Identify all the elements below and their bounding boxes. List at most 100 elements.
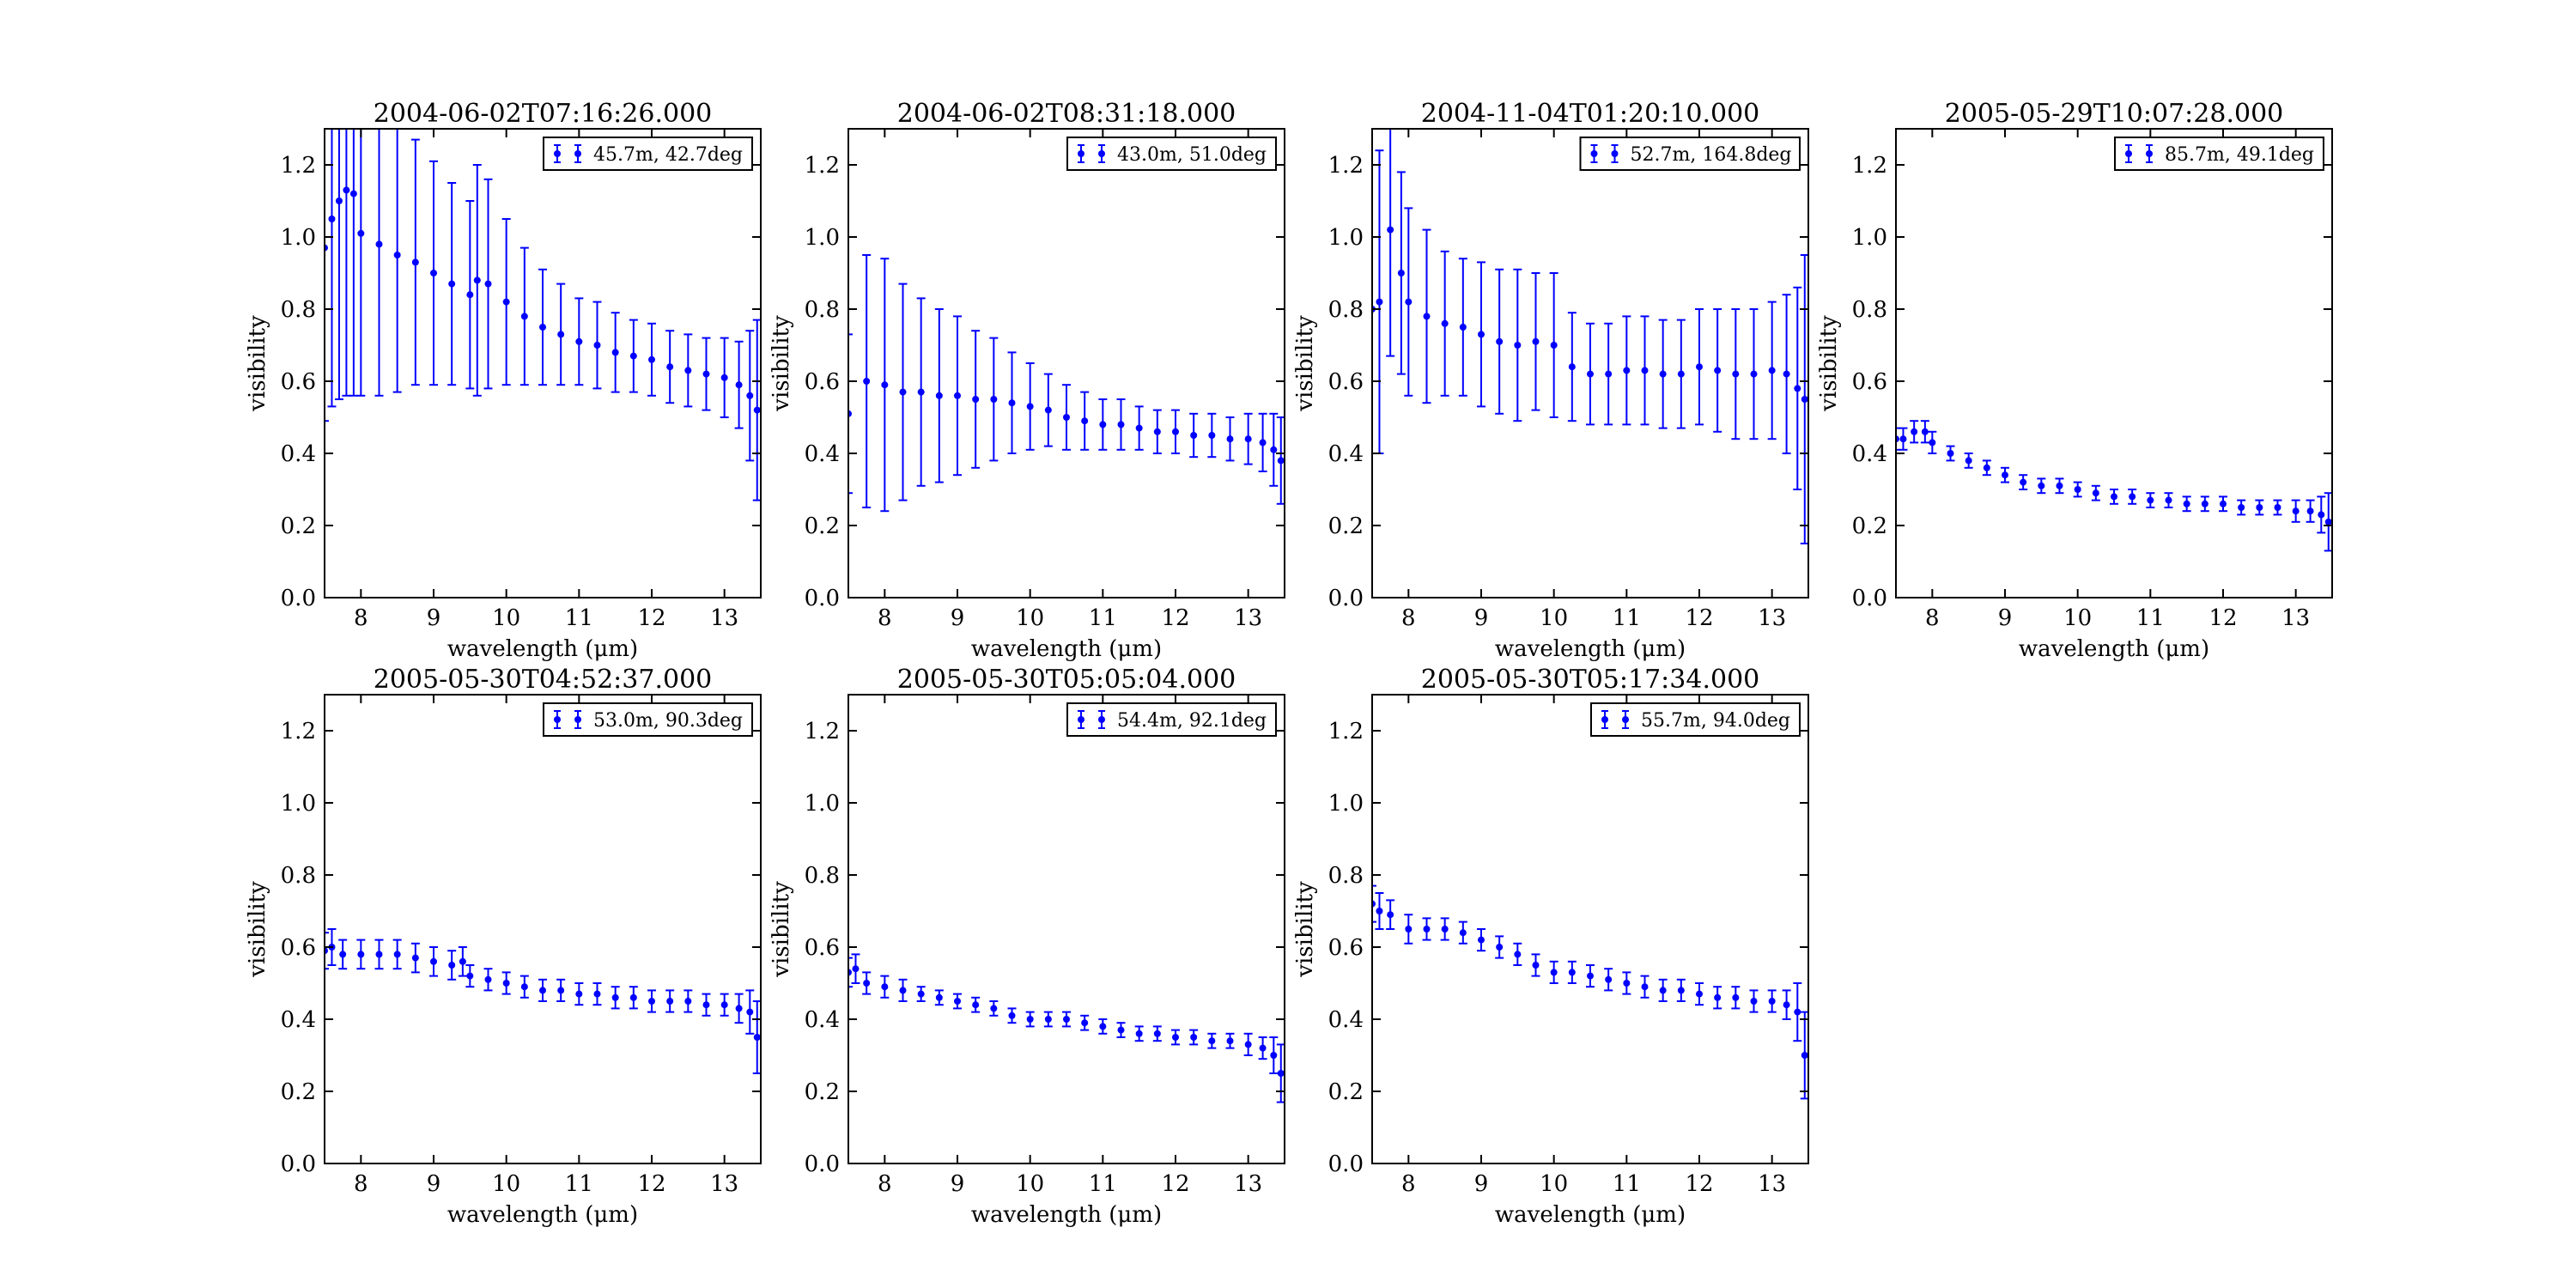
data-point — [1550, 969, 1558, 976]
data-point — [557, 987, 565, 994]
data-point — [2256, 504, 2263, 511]
data-point — [1277, 1070, 1285, 1077]
legend-label: 53.0m, 90.3deg — [593, 710, 743, 732]
data-point — [746, 1008, 754, 1016]
x-tick-label: 10 — [1016, 1171, 1044, 1197]
x-axis-label: wavelength (μm) — [447, 636, 638, 662]
y-tick-label: 0.2 — [1328, 513, 1364, 539]
y-tick-label: 0.6 — [1328, 935, 1364, 961]
legend-label: 54.4m, 92.1deg — [1117, 710, 1267, 732]
data-point — [466, 972, 474, 980]
x-tick-label: 9 — [1474, 605, 1489, 631]
x-axis-label: wavelength (μm) — [1495, 636, 1686, 662]
data-point — [2201, 500, 2208, 507]
legend-marker-point — [1590, 150, 1598, 157]
data-point — [1441, 926, 1449, 933]
subplot-title: 2005-05-30T04:52:37.000 — [374, 665, 713, 695]
x-tick-label: 12 — [1161, 605, 1189, 631]
data-point — [629, 993, 637, 1001]
legend: 45.7m, 42.7deg — [543, 137, 753, 171]
data-point — [1696, 990, 1703, 998]
data-point — [863, 980, 871, 987]
data-point — [502, 298, 510, 306]
data-point — [1532, 337, 1540, 345]
data-point — [1587, 370, 1594, 378]
y-tick-label: 0.6 — [1852, 369, 1887, 395]
x-tick-label: 11 — [1089, 605, 1117, 631]
subplot-title: 2004-06-02T08:31:18.000 — [897, 99, 1236, 129]
legend-marker-point — [1078, 150, 1084, 157]
y-axis-label: visibility — [245, 315, 270, 412]
subplot-grid: 2004-06-02T07:16:26.000 8 9 10 11 12 13 0.0 0.2 0… — [245, 99, 2333, 1228]
x-axis-label: wavelength (μm) — [971, 636, 1162, 662]
x-tick-label: 11 — [2136, 605, 2165, 631]
y-tick-label: 0.6 — [805, 369, 840, 395]
data-point — [1641, 367, 1649, 374]
data-point — [746, 392, 754, 399]
subplot: 2005-05-30T05:17:34.000 8 9 10 11 12 13 0.0 0.2 0… — [1292, 665, 1809, 1228]
data-point — [1532, 962, 1540, 969]
y-tick-label: 1.2 — [1852, 153, 1887, 179]
data-point — [430, 270, 437, 276]
y-tick-label: 0.0 — [1328, 586, 1364, 611]
x-tick-label: 8 — [354, 605, 368, 631]
y-tick-label: 0.2 — [805, 1079, 840, 1105]
x-tick-label: 12 — [2208, 605, 2237, 631]
x-tick-label: 12 — [637, 1171, 665, 1197]
data-point — [1153, 1030, 1161, 1037]
data-point — [1801, 396, 1808, 403]
y-tick-label: 1.2 — [281, 719, 316, 744]
x-tick-label: 8 — [354, 1171, 368, 1197]
y-tick-label: 1.2 — [805, 719, 840, 744]
data-point — [1514, 342, 1522, 349]
data-point — [1750, 370, 1758, 378]
data-point — [1153, 428, 1161, 435]
legend-marker-point — [2146, 150, 2153, 157]
legend-label: 43.0m, 51.0deg — [1117, 144, 1267, 166]
data-point — [1768, 367, 1776, 374]
data-point — [1081, 1019, 1089, 1027]
subplot: 2005-05-30T04:52:37.000 8 9 10 11 12 13 0.0 0.2 0… — [245, 665, 762, 1228]
x-tick-label: 10 — [2063, 605, 2092, 631]
legend-label: 45.7m, 42.7deg — [593, 144, 743, 166]
x-tick-label: 12 — [1161, 1171, 1189, 1197]
data-point — [1921, 428, 1929, 435]
y-tick-label: 1.2 — [281, 153, 316, 179]
x-tick-label: 8 — [878, 605, 892, 631]
data-point — [1550, 342, 1558, 349]
data-point — [1929, 439, 1936, 447]
data-point — [1623, 980, 1631, 987]
legend: 52.7m, 164.8deg — [1579, 137, 1801, 171]
data-point — [375, 951, 383, 958]
data-point — [1768, 998, 1776, 1005]
y-tick-label: 0.6 — [1328, 369, 1364, 395]
data-point — [1659, 987, 1667, 994]
legend-marker-point — [574, 716, 581, 723]
data-point — [1405, 298, 1413, 306]
subplot-title: 2004-06-02T07:16:26.000 — [374, 99, 713, 129]
data-point — [648, 998, 655, 1005]
y-tick-label: 0.2 — [281, 513, 316, 539]
data-layer — [848, 254, 1285, 513]
data-point — [2306, 507, 2314, 515]
x-tick-label: 9 — [427, 605, 441, 631]
y-tick-label: 0.0 — [1328, 1151, 1364, 1177]
legend-marker-point — [1098, 150, 1105, 157]
data-point — [2056, 482, 2063, 489]
data-point — [990, 396, 998, 403]
x-tick-label: 12 — [1685, 605, 1713, 631]
data-point — [1750, 998, 1758, 1005]
y-axis-label: visibility — [1816, 315, 1842, 412]
x-tick-label: 11 — [1613, 605, 1641, 631]
data-point — [1044, 406, 1052, 414]
y-tick-label: 0.8 — [1852, 297, 1887, 323]
data-point — [575, 990, 583, 998]
legend-label: 52.7m, 164.8deg — [1631, 144, 1792, 166]
data-point — [972, 1001, 980, 1009]
data-layer — [1896, 420, 2332, 552]
y-tick-label: 0.2 — [1852, 513, 1887, 539]
data-point — [1117, 1026, 1125, 1034]
data-point — [954, 392, 961, 399]
data-point — [1117, 421, 1125, 428]
data-point — [1659, 370, 1667, 378]
